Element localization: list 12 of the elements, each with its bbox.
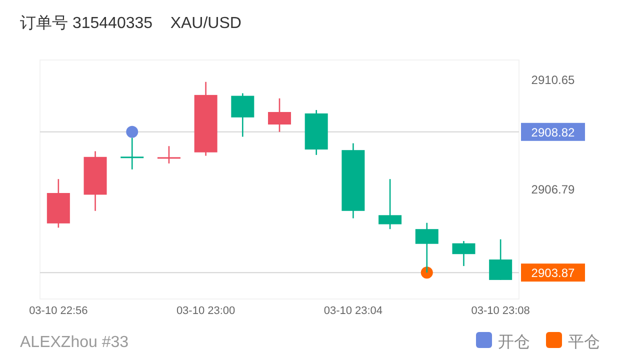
ref-label: 2903.87 <box>531 266 575 280</box>
legend-text: 开仓 <box>498 334 530 351</box>
xtick: 03-10 23:04 <box>324 305 383 317</box>
annotation: ALEXZhou #33 <box>20 334 129 351</box>
xtick: 03-10 23:00 <box>176 305 236 317</box>
ytick: 2910.65 <box>531 72 575 87</box>
ref-label: 2908.82 <box>531 125 575 140</box>
title: 订单号 315440335 XAU/USD <box>20 15 242 32</box>
ytick: 2906.79 <box>531 182 575 197</box>
xtick: 03-10 22:56 <box>29 305 88 317</box>
xtick: 03-10 23:08 <box>471 305 530 317</box>
legend-text: 平仓 <box>568 334 600 351</box>
